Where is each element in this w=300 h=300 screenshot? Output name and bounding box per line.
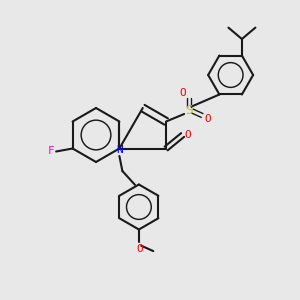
- Text: O: O: [136, 244, 143, 254]
- Text: S: S: [185, 104, 192, 118]
- Text: F: F: [48, 146, 55, 157]
- Text: O: O: [185, 130, 191, 140]
- Text: O: O: [179, 88, 186, 98]
- Text: N: N: [116, 145, 123, 155]
- Text: O: O: [204, 113, 211, 124]
